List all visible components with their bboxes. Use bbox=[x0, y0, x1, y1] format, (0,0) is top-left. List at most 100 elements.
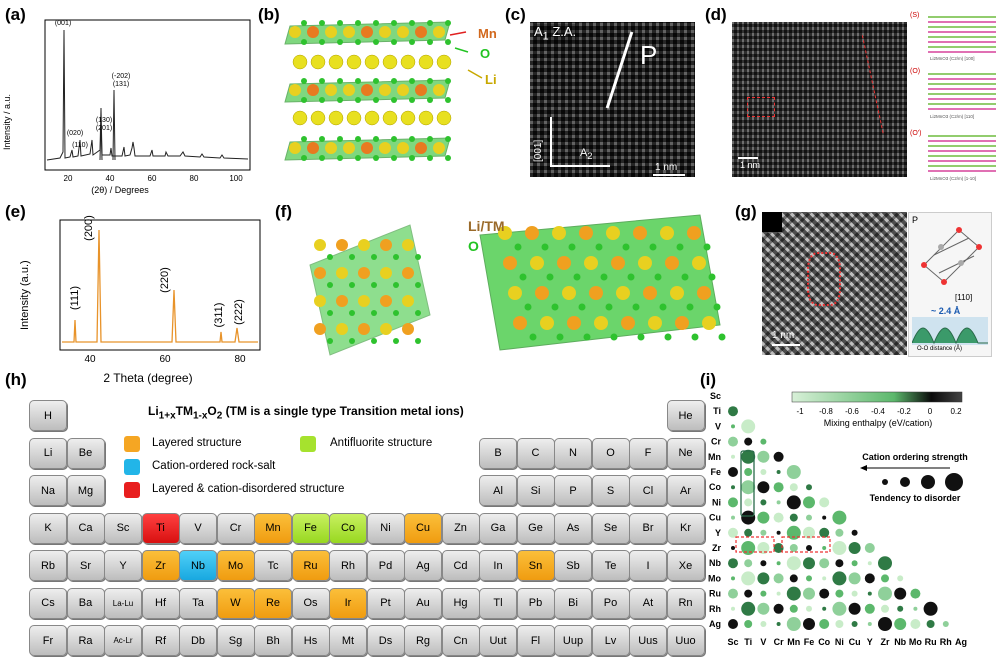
enthalpy-bubble bbox=[744, 620, 753, 628]
enthalpy-bubble bbox=[835, 528, 844, 537]
element-fl: Fl bbox=[516, 625, 555, 656]
element-ni: Ni bbox=[366, 512, 405, 544]
peak-label: (200) bbox=[83, 215, 95, 241]
element-ta: Ta bbox=[179, 587, 217, 619]
enthalpy-bubble bbox=[786, 556, 801, 571]
row-label: Ru bbox=[709, 589, 721, 599]
element-tl: Tl bbox=[479, 587, 517, 619]
enthalpy-bubble bbox=[760, 590, 767, 597]
enthalpy-bubble bbox=[789, 513, 798, 522]
enthalpy-bubble bbox=[878, 617, 892, 631]
legend-swatch-disordered bbox=[124, 482, 140, 498]
panel-label-i: (i) bbox=[700, 370, 717, 389]
element-db: Db bbox=[179, 625, 217, 656]
overlay-highlight bbox=[747, 97, 775, 117]
element-ga: Ga bbox=[479, 512, 517, 544]
enthalpy-bubble bbox=[728, 588, 738, 599]
row-label: Ti bbox=[713, 406, 721, 416]
proj-caption: Li2MnO3 (C2/m) [110] bbox=[930, 114, 975, 119]
peak-label: (311) bbox=[213, 303, 225, 328]
element-f: F bbox=[629, 437, 667, 469]
panel-label-a: (a) bbox=[5, 5, 26, 24]
distance-label: ~ 2.4 Å bbox=[931, 306, 961, 316]
enthalpy-bubble bbox=[894, 618, 907, 630]
proj-label: (O) bbox=[910, 68, 921, 75]
peak-label: (130) bbox=[96, 117, 112, 124]
colorbar-tick: 0 bbox=[928, 407, 933, 416]
element-he: He bbox=[666, 400, 705, 431]
scale-bar-label: 1 nm bbox=[740, 160, 761, 170]
row-label: Rh bbox=[709, 604, 721, 614]
enthalpy-bubble bbox=[760, 438, 767, 445]
legend-cation-ordered: Cation-ordered rock-salt bbox=[152, 460, 276, 472]
proj-caption: Li2MnO3 (C2/m) [100] bbox=[930, 56, 975, 61]
col-label: Rh bbox=[940, 637, 952, 647]
element-ca: Ca bbox=[66, 512, 105, 544]
enthalpy-bubble bbox=[789, 483, 798, 492]
enthalpy-bubble bbox=[741, 601, 756, 616]
enthalpy-bubble bbox=[832, 571, 847, 586]
enthalpy-bubble bbox=[741, 541, 756, 555]
x-tick: 40 bbox=[84, 354, 96, 365]
peak-label: (-202) bbox=[112, 73, 131, 80]
mixing-enthalpy-chart: -1 -0.8 -0.6 -0.4 -0.2 0 0.2 Mixing enthalpy (… bbox=[708, 391, 968, 647]
colorbar bbox=[791, 391, 963, 403]
enthalpy-bubble bbox=[728, 527, 738, 538]
enthalpy-bubble bbox=[832, 541, 847, 555]
zone-axis-label: A bbox=[534, 24, 543, 39]
element-w: W bbox=[216, 587, 255, 619]
scale-bar-label: 1 nm bbox=[655, 162, 678, 173]
title-part: TM bbox=[175, 404, 193, 418]
row-label: Nb bbox=[709, 558, 721, 568]
element-sg: Sg bbox=[216, 625, 255, 656]
element-xe: Xe bbox=[666, 550, 705, 581]
enthalpy-bubble bbox=[894, 587, 907, 600]
proj-label: (O') bbox=[910, 130, 922, 137]
element-li: Li bbox=[29, 437, 67, 469]
enthalpy-bubble bbox=[819, 558, 830, 569]
enthalpy-bubble bbox=[728, 436, 738, 447]
enthalpy-bubble bbox=[881, 574, 889, 583]
element-au: Au bbox=[404, 587, 442, 619]
element-uus: Uus bbox=[629, 625, 667, 656]
element-v: V bbox=[179, 512, 217, 544]
enthalpy-bubble bbox=[741, 480, 756, 495]
element-ra: Ra bbox=[66, 625, 105, 656]
enthalpy-bubble bbox=[773, 543, 784, 553]
xrd-e-xlabel: 2 Theta (degree) bbox=[103, 371, 192, 385]
enthalpy-bubble bbox=[864, 573, 875, 584]
xrd-a-ylabel: Intensity / a.u. bbox=[2, 94, 12, 150]
peak-label: (131) bbox=[113, 81, 129, 88]
label-o: O bbox=[480, 46, 490, 61]
element-at: At bbox=[629, 587, 667, 619]
enthalpy-bubble bbox=[728, 558, 738, 569]
col-label: Sc bbox=[727, 637, 738, 647]
title-part: O bbox=[207, 404, 217, 418]
axis-arrow-horizontal bbox=[550, 165, 610, 167]
row-label: Co bbox=[709, 482, 721, 492]
enthalpy-bubble bbox=[913, 606, 918, 611]
direction-label: [110] bbox=[955, 293, 973, 302]
enthalpy-bubble bbox=[776, 470, 781, 474]
enthalpy-bubble bbox=[789, 604, 798, 613]
element-cr: Cr bbox=[216, 512, 255, 544]
element-rn: Rn bbox=[666, 587, 705, 619]
enthalpy-bubble bbox=[731, 576, 735, 581]
highlight-box bbox=[740, 450, 755, 517]
enthalpy-bubble bbox=[744, 589, 753, 598]
colorbar-tick: -0.6 bbox=[845, 407, 859, 416]
enthalpy-bubble bbox=[867, 591, 872, 596]
element-zr: Zr bbox=[141, 550, 180, 581]
col-label: Ni bbox=[835, 637, 844, 647]
legend-swatch-antifluorite bbox=[300, 436, 316, 452]
element-hg: Hg bbox=[441, 587, 480, 619]
enthalpy-bubble bbox=[741, 510, 756, 525]
scale-bar bbox=[653, 174, 685, 176]
element-cs: Cs bbox=[29, 587, 67, 619]
enthalpy-bubble bbox=[728, 497, 738, 508]
enthalpy-bubble bbox=[731, 454, 735, 459]
element-mn: Mn bbox=[254, 512, 292, 544]
disorder-label: Tendency to disorder bbox=[870, 493, 961, 503]
element-fe: Fe bbox=[291, 512, 330, 544]
element-re: Re bbox=[254, 587, 292, 619]
